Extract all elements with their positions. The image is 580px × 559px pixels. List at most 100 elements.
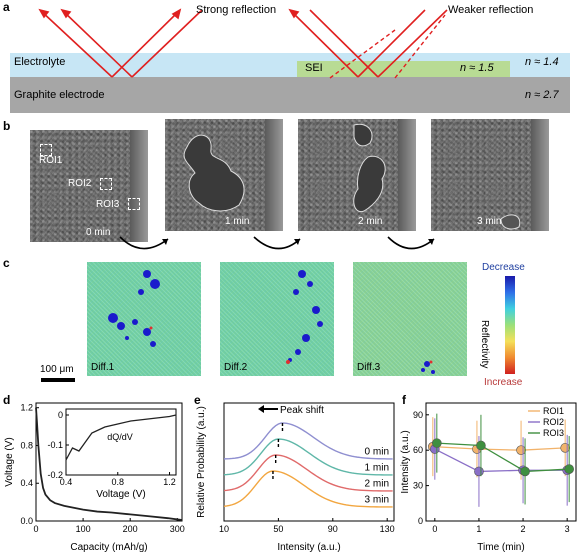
e-xtick-label: 90 (328, 524, 338, 534)
time-label-0: 0 min (86, 227, 111, 238)
f-ytick-label: 30 (413, 481, 423, 491)
f-xtick-label: 3 (565, 524, 570, 534)
d-xtick-label: 200 (123, 524, 138, 534)
f-ytick-label: 90 (413, 410, 423, 420)
panel-a: Strong reflection Weaker reflection Elec… (0, 0, 580, 118)
f-xlabel: Time (min) (477, 542, 524, 553)
f-series-line (434, 448, 568, 473)
e-series-line (223, 470, 393, 508)
f-point (564, 464, 574, 474)
f-point (476, 440, 486, 451)
d-inset-xtick-label: 1.2 (163, 477, 176, 487)
time-label-3: 3 min (477, 216, 502, 227)
f-point (432, 438, 442, 448)
d-inset-xtick-label: 0.4 (60, 477, 73, 487)
f-legend-label: ROI2 (543, 417, 564, 427)
diff-map-1: Diff.1 (87, 262, 201, 376)
e-series-label: 3 min (365, 494, 389, 505)
micrograph-1min: 1 min (165, 119, 283, 231)
d-xtick-label: 0 (33, 524, 38, 534)
f-ylabel: Intensity (a.u.) (400, 430, 411, 493)
panel-label-a: a (3, 0, 10, 14)
d-ytick-label: 0.0 (20, 516, 33, 526)
diff-label-1: Diff.1 (91, 362, 115, 373)
f-point (560, 443, 570, 453)
sei-n-label: n ≈ 1.5 (460, 62, 494, 74)
electrolyte-n-label: n ≈ 1.4 (525, 56, 559, 68)
colorbar (505, 276, 515, 374)
e-series-line (223, 438, 393, 476)
f-legend-label: ROI1 (543, 406, 564, 416)
e-series-line (223, 422, 393, 460)
panel-label-b: b (3, 119, 11, 133)
e-series-line (223, 454, 393, 492)
chart-e: Intensity (a.u.) Relative Probability (a… (196, 402, 395, 553)
diff-label-3: Diff.3 (357, 362, 381, 373)
panel-label-d: d (3, 393, 11, 407)
scale-bar-label: 100 μm (40, 364, 74, 375)
d-xlabel: Capacity (mAh/g) (70, 542, 147, 553)
d-inset-frame (65, 408, 177, 476)
d-inset-line (65, 414, 177, 461)
e-annotation: Peak shift (280, 405, 324, 416)
d-ytick-label: 0.4 (20, 478, 33, 488)
colorbar-title: Reflectivity (479, 320, 490, 369)
sei-label: SEI (305, 62, 323, 74)
roi1-label: ROI1 (39, 155, 63, 166)
d-inset-xlabel: Voltage (V) (96, 489, 145, 500)
e-series-label: 0 min (365, 446, 389, 457)
f-ytick-label: 60 (413, 445, 423, 455)
e-xtick-label: 50 (273, 524, 283, 534)
chart-d: Capacity (mAh/g) Voltage (V) dQ/dV Volta… (4, 402, 185, 553)
graphite-label: Graphite electrode (14, 89, 105, 101)
d-ytick-label: 1.2 (20, 403, 33, 413)
f-xtick-label: 1 (476, 524, 481, 534)
colorbar-bottom-label: Increase (484, 377, 523, 388)
colorbar-top-label: Decrease (482, 262, 525, 273)
f-legend-label: ROI3 (543, 428, 564, 438)
reflection-rays (38, 8, 448, 79)
d-inset-ytick-label: 0 (58, 410, 63, 420)
d-series-line (35, 407, 183, 521)
micrograph-2min: 2 min (298, 119, 416, 231)
e-series-label: 1 min (365, 462, 389, 473)
weaker-reflection-label: Weaker reflection (448, 4, 534, 16)
graphite-n-label: n ≈ 2.7 (525, 89, 559, 101)
e-xtick-label: 10 (219, 524, 229, 534)
panel-label-f: f (402, 393, 406, 407)
f-series-line (436, 442, 570, 473)
roi2-label: ROI2 (68, 178, 92, 189)
micrograph-0min: ROI1 ROI2 ROI3 0 min (30, 130, 148, 242)
f-ytick-label: 0 (418, 516, 423, 526)
time-label-2: 2 min (358, 216, 383, 227)
diff-map-3: Diff.3 (353, 262, 467, 376)
f-point (520, 466, 530, 477)
d-xtick-label: 300 (170, 524, 185, 534)
f-series-line (432, 446, 566, 451)
d-inset-ytick-label: -0.2 (47, 470, 63, 480)
f-point (474, 466, 484, 477)
diff-map-2: Diff.2 (220, 262, 334, 376)
e-series-label: 2 min (365, 478, 389, 489)
micrograph-3min: 3 min (431, 119, 549, 231)
f-xtick-label: 2 (521, 524, 526, 534)
d-inset-ytick-label: -0.1 (47, 440, 63, 450)
diff-label-2: Diff.2 (224, 362, 248, 373)
d-inset-xtick-label: 0.8 (112, 477, 125, 487)
sei-layer (297, 61, 510, 77)
f-xtick-label: 0 (432, 524, 437, 534)
d-ytick-label: 0.8 (20, 440, 33, 450)
panel-label-e: e (194, 393, 201, 407)
e-xtick-label: 130 (380, 524, 395, 534)
graphite-layer (10, 77, 570, 113)
roi3-label: ROI3 (96, 199, 120, 210)
electrolyte-label: Electrolyte (14, 56, 66, 68)
scale-bar (41, 378, 75, 382)
e-ylabel: Relative Probability (a.u.) (196, 406, 207, 518)
d-ylabel: Voltage (V) (4, 437, 15, 486)
f-point (516, 445, 526, 456)
strong-reflection-label: Strong reflection (196, 4, 277, 16)
d-xtick-label: 100 (76, 524, 91, 534)
panel-label-c: c (3, 256, 10, 270)
